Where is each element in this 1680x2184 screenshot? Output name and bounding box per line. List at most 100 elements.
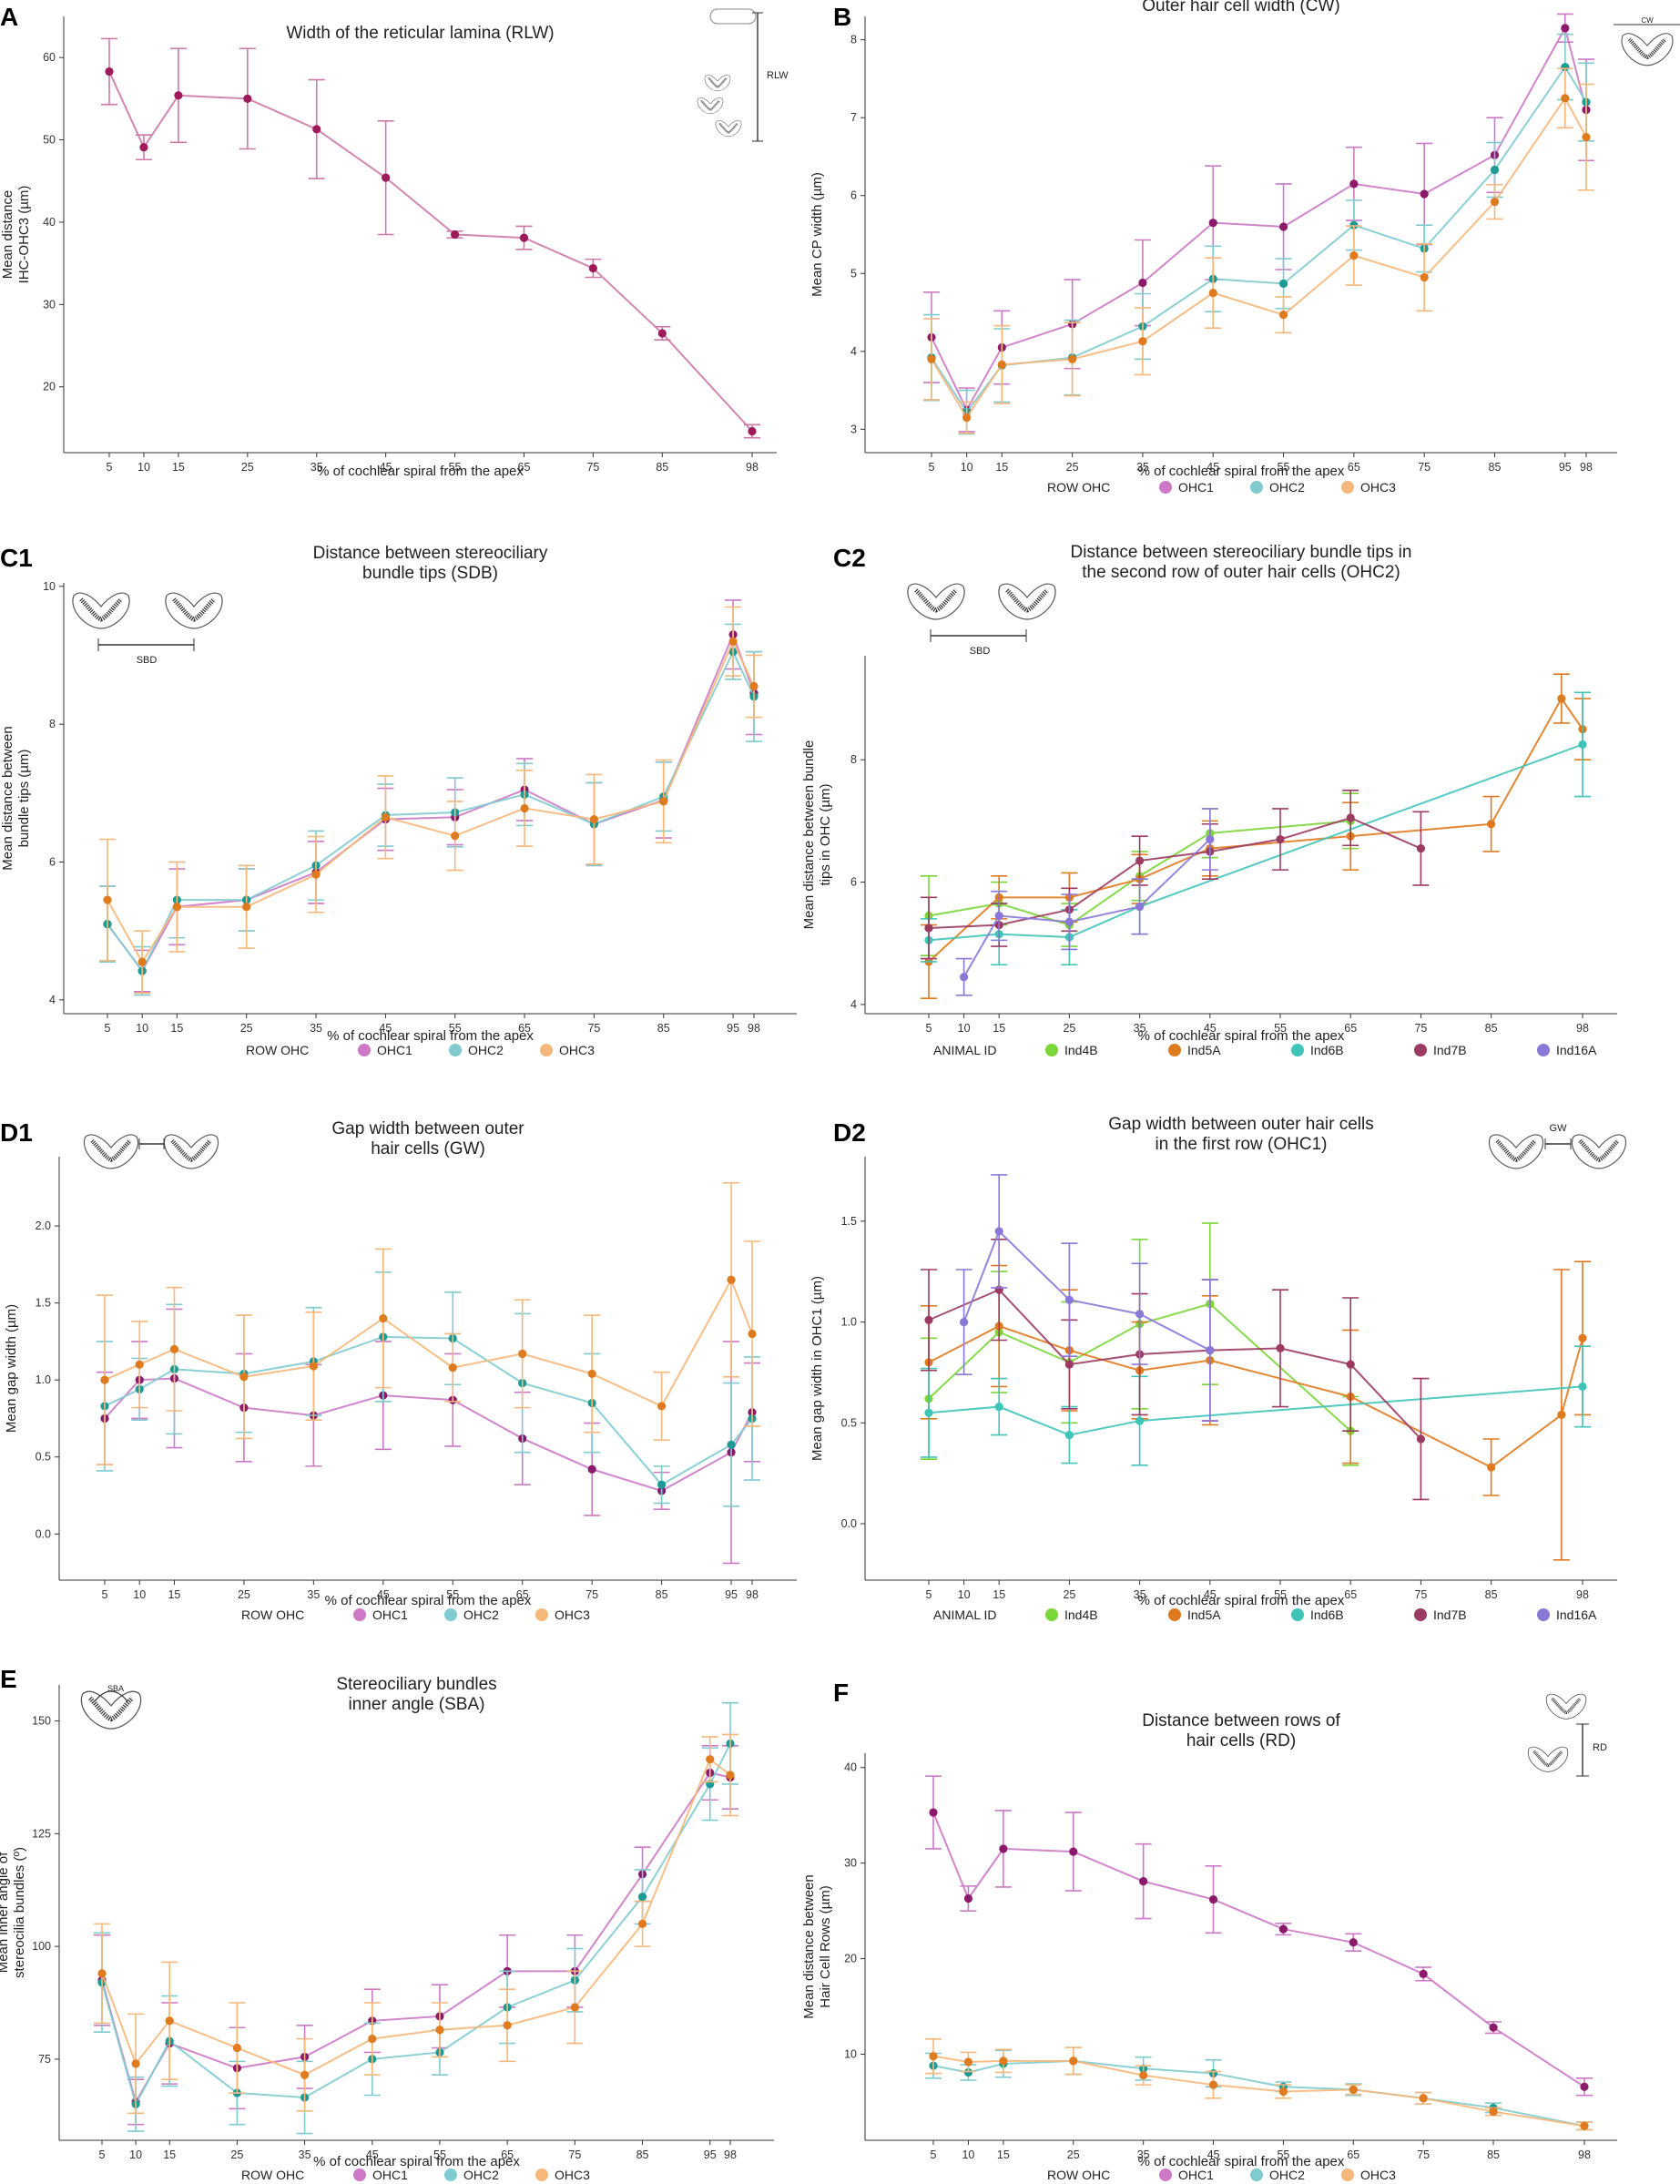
cell-outline-icon — [72, 592, 130, 629]
data-point — [105, 66, 114, 77]
legend-swatch — [1414, 1044, 1427, 1056]
x-tick-label: 25 — [1067, 2148, 1080, 2161]
inset-label: GW — [1550, 1123, 1568, 1134]
data-point — [997, 360, 1006, 369]
x-tick-label: 98 — [1576, 1588, 1589, 1601]
y-tick-label: 8 — [850, 753, 857, 766]
data-point — [637, 1919, 647, 1928]
data-point — [1487, 1463, 1496, 1472]
stereocilia-bundle-icon — [90, 1138, 132, 1162]
x-tick-label: 45 — [377, 1588, 390, 1601]
x-tick-label: 25 — [241, 461, 254, 474]
legend-swatch — [1045, 1044, 1058, 1056]
x-tick-label: 85 — [656, 1588, 668, 1601]
series-ohc1 — [925, 1775, 1593, 2097]
x-tick-label: 35 — [311, 461, 323, 474]
panel-title: Outer hair cell width (CW) — [1142, 0, 1340, 15]
x-tick-label: 85 — [1485, 1588, 1498, 1601]
data-point — [637, 1893, 647, 1902]
x-tick-label: 10 — [961, 461, 973, 474]
series-ind6b — [921, 1345, 1591, 1466]
legend-swatch — [1414, 1608, 1427, 1621]
panel-letter: D1 — [0, 1118, 33, 1147]
data-point — [1208, 2080, 1218, 2089]
data-point — [726, 1771, 735, 1780]
x-tick-label: 85 — [1489, 461, 1502, 474]
panel-e: E Stereociliary bundles inner angle (SBA) 7… — [0, 1665, 774, 2182]
data-point — [1068, 354, 1077, 363]
legend-swatch — [1159, 2169, 1172, 2181]
legend-title: ROW OHC — [1047, 480, 1110, 495]
data-point — [520, 803, 529, 813]
y-tick-label: 4 — [850, 345, 857, 358]
x-tick-label: 75 — [585, 1588, 598, 1601]
x-tick-label: 85 — [1487, 2148, 1500, 2161]
inset-sbd-c2: SBD — [907, 583, 1056, 657]
panel-title-line: Outer hair cell width (CW) — [1142, 0, 1340, 15]
cell-outline-icon — [907, 583, 965, 620]
panel-letter: B — [833, 3, 851, 31]
data-point — [139, 143, 148, 152]
x-tick-label: 10 — [133, 1588, 146, 1601]
data-point — [927, 354, 936, 363]
x-tick-label: 15 — [997, 2148, 1010, 2161]
data-point — [1138, 337, 1147, 346]
y-axis-label-line: Mean distance between bundle — [801, 740, 817, 930]
y-tick-label: 75 — [38, 2053, 51, 2066]
legend-entry: Ind6B — [1310, 1607, 1344, 1622]
data-point — [1064, 917, 1074, 926]
legend-title: ROW OHC — [246, 1043, 309, 1057]
legend-entry: Ind4B — [1064, 1043, 1098, 1057]
y-axis-label: Mean inner angle ofstereocilia bundles (… — [0, 1847, 27, 1978]
series-line — [107, 638, 755, 964]
stereocilia-bundle-icon — [1495, 1138, 1537, 1162]
legend-entry: OHC3 — [559, 1043, 595, 1057]
legend-entry: OHC3 — [555, 2168, 590, 2182]
data-point — [381, 812, 390, 822]
x-tick-label: 5 — [929, 461, 935, 474]
inset-label: CW — [1641, 16, 1654, 25]
data-point — [924, 1408, 933, 1417]
data-point — [448, 1363, 457, 1373]
cell-outline-icon — [715, 120, 742, 138]
data-point — [131, 2059, 140, 2068]
data-point — [657, 1402, 667, 1411]
stereocilia-bundle-icon — [1578, 1138, 1620, 1162]
data-point — [960, 1317, 969, 1327]
x-tick-label: 85 — [657, 1022, 670, 1035]
data-point — [1580, 2082, 1589, 2091]
legend-swatch — [535, 1608, 548, 1621]
series-line — [928, 1288, 1422, 1440]
legend-entry: OHC2 — [1269, 480, 1305, 495]
legend-swatch — [1537, 1044, 1550, 1056]
stereocilia-bundle-icon — [79, 597, 123, 622]
legend-entry: Ind7B — [1433, 1043, 1467, 1057]
series-ohc3 — [923, 67, 1594, 434]
x-tick-label: 25 — [238, 1588, 250, 1601]
x-axis-label: % of cochlear spiral from the apex — [1138, 2154, 1345, 2169]
y-tick-label: 8 — [850, 34, 857, 46]
inset-label: SBA — [107, 1684, 124, 1693]
series-line — [101, 1758, 731, 2077]
data-point — [1208, 289, 1217, 298]
series-line — [107, 649, 755, 973]
legend-swatch — [353, 2169, 366, 2181]
y-axis-label-line: Mean gap width in OHC1 (µm) — [809, 1276, 825, 1461]
data-point — [1135, 1416, 1145, 1425]
data-point — [706, 1755, 715, 1764]
legend-entry: Ind5A — [1187, 1607, 1221, 1622]
y-tick-label: 1.5 — [841, 1215, 857, 1228]
data-point — [727, 1440, 736, 1449]
data-point — [1139, 2071, 1148, 2080]
x-tick-label: 98 — [1576, 1022, 1589, 1035]
cell-outline-icon — [1571, 1134, 1627, 1169]
data-point — [1416, 1434, 1426, 1444]
x-tick-label: 75 — [568, 2148, 581, 2161]
y-tick-label: 100 — [32, 1940, 51, 1953]
x-tick-label: 15 — [163, 2148, 176, 2161]
x-tick-label: 35 — [299, 2148, 311, 2161]
legend-swatch — [1168, 1608, 1181, 1621]
x-tick-label: 65 — [516, 1588, 529, 1601]
data-point — [963, 2057, 973, 2067]
panel-a: A Width of the reticular lamina (RLW) 20 30… — [0, 3, 777, 479]
